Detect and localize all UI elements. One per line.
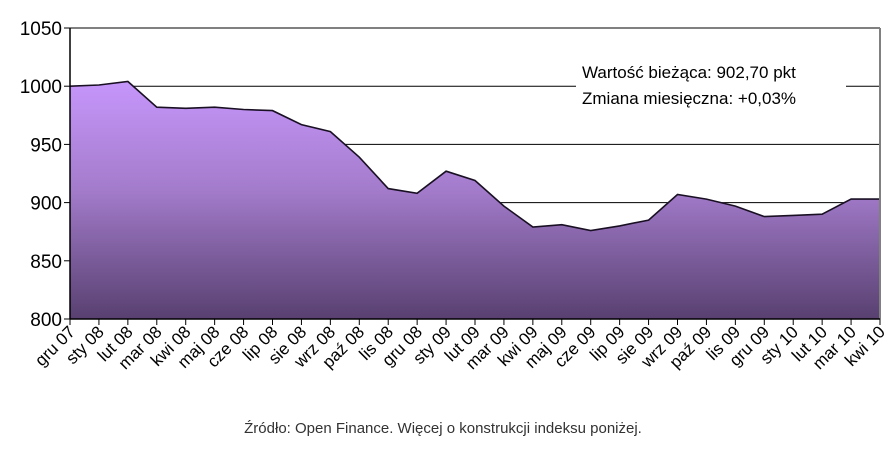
series-line: [69, 80, 880, 232]
y-axis: 800 850 900 950 1000 1050: [20, 19, 70, 331]
y-tick-label: 1000: [20, 77, 62, 98]
y-tick-label: 850: [30, 252, 62, 273]
source-footer: Źródło: Open Finance. Więcej o konstrukc…: [244, 420, 642, 437]
monthly-change-label: Zmiana miesięczna: +0,03%: [582, 89, 796, 108]
y-tick-label: 950: [30, 135, 62, 156]
current-value-label: Wartość bieżąca: 902,70 pkt: [582, 63, 796, 82]
annotation-box: Wartość bieżąca: 902,70 pkt Zmiana miesi…: [576, 57, 846, 113]
y-tick-label: 800: [30, 310, 62, 331]
y-tick-label: 1050: [20, 19, 62, 40]
area-series: [70, 81, 880, 319]
y-tick-label: 900: [30, 194, 62, 215]
